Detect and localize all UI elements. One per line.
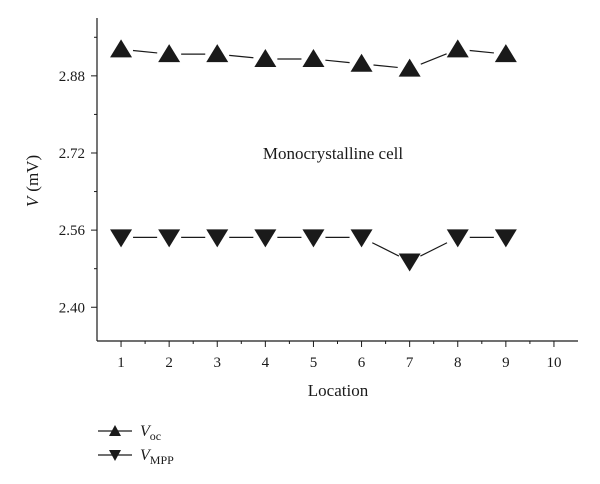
chart-annotation: Monocrystalline cell bbox=[263, 144, 403, 163]
x-tick-label: 6 bbox=[358, 355, 366, 371]
legend-vmpp-main: V bbox=[140, 447, 152, 464]
triangle-down-icon bbox=[109, 450, 121, 461]
data-point-vmpp bbox=[446, 229, 469, 248]
legend-item-voc: Voc bbox=[98, 423, 161, 443]
series-line-voc bbox=[420, 53, 447, 65]
axis-ticks: 1 2 3 4 5 6 7 8 9 10 2.40 2.56 2.72 2.88 bbox=[59, 36, 561, 371]
series-line-voc bbox=[132, 49, 158, 54]
series-lines bbox=[132, 49, 494, 257]
x-tick-label: 3 bbox=[214, 355, 222, 371]
x-tick-label: 2 bbox=[165, 355, 173, 371]
data-point-vmpp bbox=[158, 229, 181, 248]
data-point-voc bbox=[254, 48, 277, 67]
legend-label-vmpp: VMPP bbox=[140, 447, 174, 467]
data-point-vmpp bbox=[206, 229, 229, 248]
x-tick-label: 1 bbox=[117, 355, 125, 371]
y-tick-label: 2.56 bbox=[59, 223, 86, 239]
series-line-vmpp bbox=[420, 242, 448, 257]
series-line-voc bbox=[469, 49, 494, 54]
series-line-voc bbox=[229, 54, 254, 59]
data-point-voc bbox=[158, 44, 181, 63]
x-tick-label: 9 bbox=[502, 355, 510, 371]
data-point-vmpp bbox=[302, 229, 325, 248]
y-axis-unit: (mV) bbox=[23, 155, 42, 192]
triangle-up-icon bbox=[109, 425, 121, 436]
legend-voc-main: V bbox=[140, 423, 152, 440]
data-point-vmpp bbox=[398, 253, 421, 272]
data-point-voc bbox=[398, 58, 421, 77]
y-axis-title: V (mV) bbox=[23, 155, 42, 207]
data-point-voc bbox=[110, 39, 133, 58]
data-point-voc bbox=[302, 48, 325, 67]
legend: Voc VMPP bbox=[98, 423, 174, 467]
y-axis-symbol: V bbox=[23, 194, 42, 207]
series-line-vmpp bbox=[372, 242, 400, 257]
y-tick-label: 2.72 bbox=[59, 146, 85, 162]
legend-vmpp-sub: MPP bbox=[150, 453, 174, 467]
data-point-voc bbox=[446, 39, 469, 58]
legend-item-vmpp: VMPP bbox=[98, 447, 174, 467]
data-point-vmpp bbox=[494, 229, 517, 248]
data-point-vmpp bbox=[254, 229, 277, 248]
x-tick-label: 4 bbox=[262, 355, 270, 371]
legend-label-voc: Voc bbox=[140, 423, 161, 443]
series-markers bbox=[110, 39, 517, 272]
y-tick-label: 2.88 bbox=[59, 69, 85, 85]
y-tick-label: 2.40 bbox=[59, 300, 85, 316]
data-point-vmpp bbox=[350, 229, 373, 248]
data-point-voc bbox=[350, 53, 373, 72]
x-axis-title: Location bbox=[308, 381, 369, 400]
series-line-voc bbox=[325, 59, 350, 64]
data-point-voc bbox=[206, 44, 229, 63]
data-point-vmpp bbox=[110, 229, 133, 248]
x-tick-label: 8 bbox=[454, 355, 462, 371]
x-tick-label: 7 bbox=[406, 355, 414, 371]
data-point-voc bbox=[494, 44, 517, 63]
series-line-voc bbox=[373, 64, 398, 69]
legend-voc-sub: oc bbox=[150, 429, 161, 443]
x-tick-label: 10 bbox=[546, 355, 561, 371]
x-tick-label: 5 bbox=[310, 355, 318, 371]
